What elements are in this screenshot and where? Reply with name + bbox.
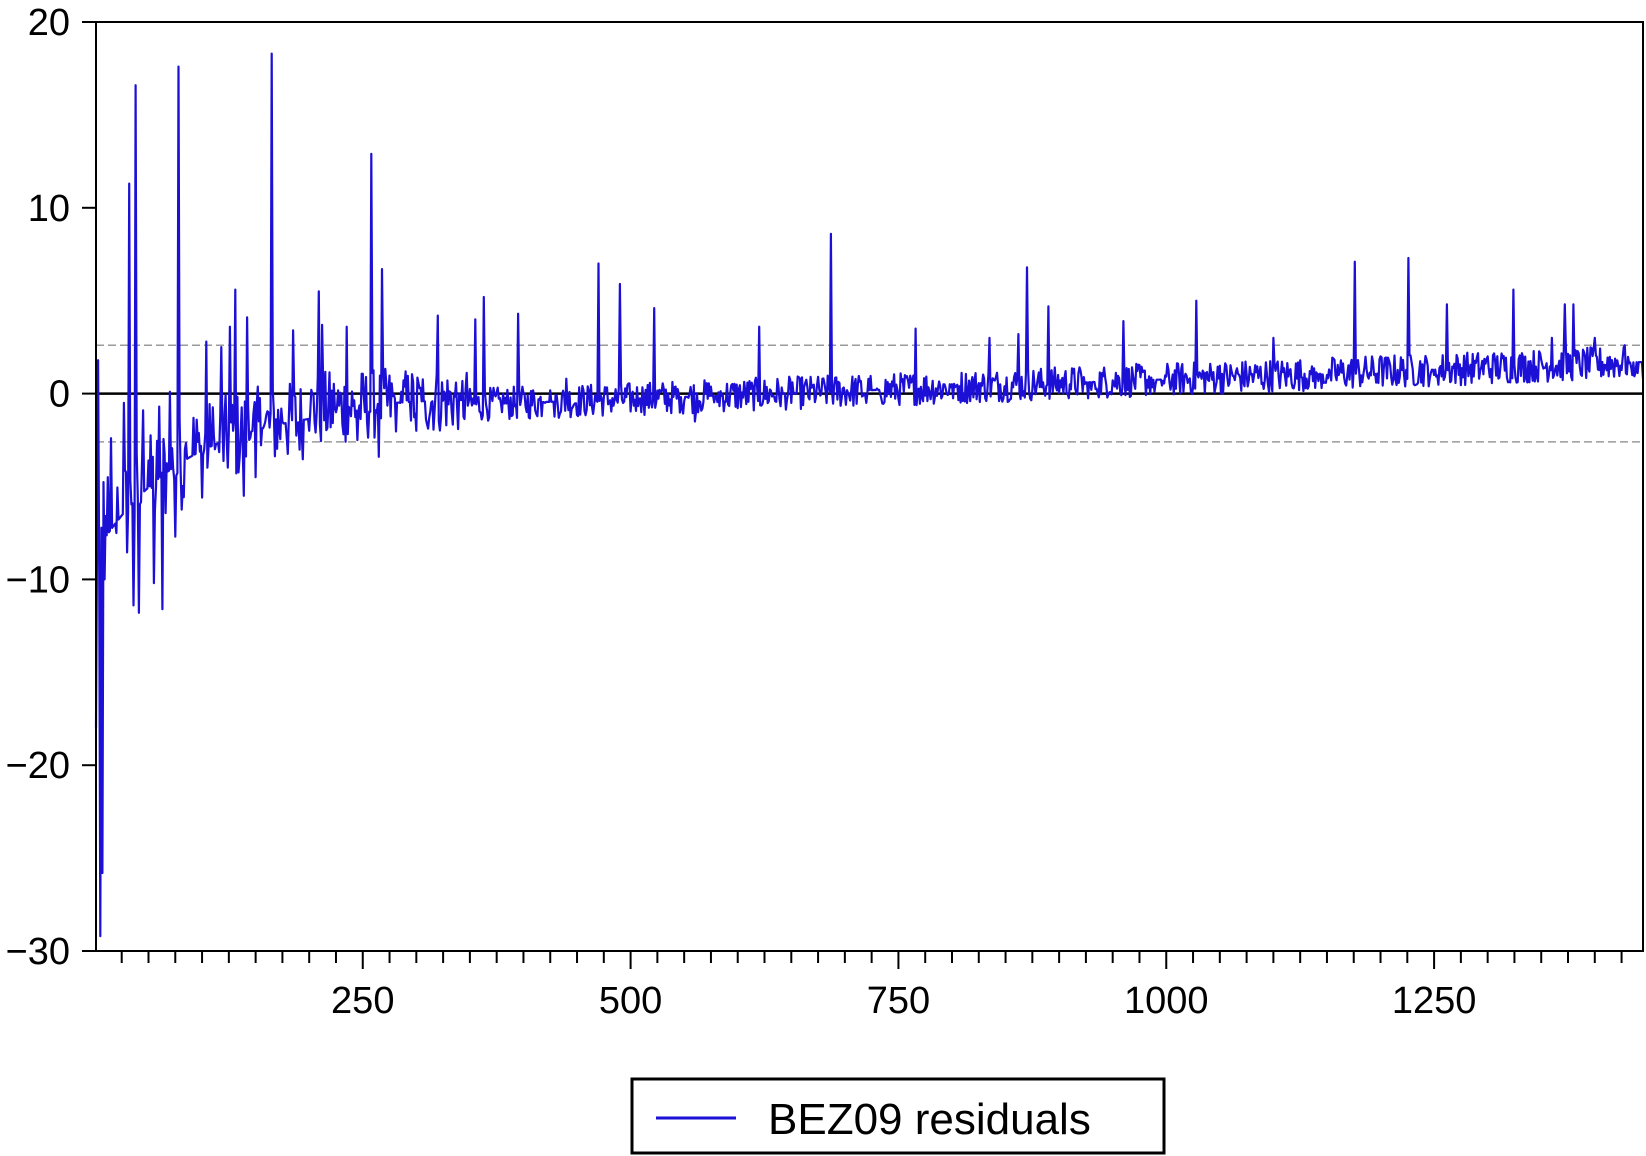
series-line-bez09-residuals	[94, 52, 1645, 938]
sigma-band-lines	[96, 344, 1643, 443]
x-tick-label: 1000	[1124, 980, 1209, 1022]
x-tick-label: 500	[599, 980, 662, 1022]
y-tick-label: −10	[6, 559, 70, 601]
legend: BEZ09 residuals	[630, 1077, 1166, 1155]
legend-box	[630, 1077, 1166, 1155]
y-tick-label: −30	[6, 931, 70, 973]
y-tick-label: 0	[49, 374, 70, 416]
x-tick-label: 250	[331, 980, 394, 1022]
x-axis-ticks: 250 500 750 1000 1250	[120, 951, 1623, 1022]
x-tick-label: 1250	[1392, 980, 1477, 1022]
y-tick-label: −20	[6, 745, 70, 787]
y-axis-ticks: 20 10 0 −10 −20 −30	[6, 2, 96, 973]
y-tick-label: 10	[28, 188, 70, 230]
x-tick-label: 750	[867, 980, 930, 1022]
legend-label: BEZ09 residuals	[768, 1095, 1091, 1144]
y-tick-label: 20	[28, 2, 70, 44]
plot-frame	[95, 21, 1644, 952]
